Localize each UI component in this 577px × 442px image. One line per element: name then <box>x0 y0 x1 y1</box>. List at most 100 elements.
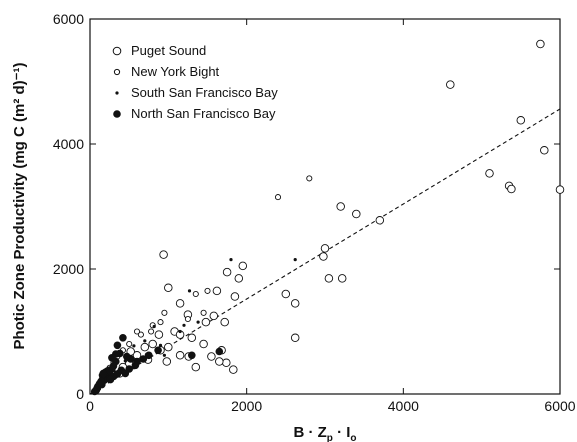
data-point-dot-small <box>182 323 186 327</box>
legend: Puget Sound New York Bight South San Fra… <box>112 43 278 121</box>
y-axis-label: Photic Zone Productivity (mg C (m² d)⁻¹) <box>11 62 28 349</box>
data-point-open-circle-small <box>306 175 313 182</box>
x-tick-label: 4000 <box>388 398 419 414</box>
data-point-open-circle-small <box>274 194 282 201</box>
plot-area: 0 2000 4000 6000 0 2000 4000 6000 <box>53 11 576 414</box>
data-point-dot-small <box>178 329 182 334</box>
data-point-open-circle-large <box>212 286 222 296</box>
x-axis-label-rest: · I <box>333 424 351 441</box>
data-point-filled-circle <box>106 375 115 384</box>
data-point-open-circle-large <box>375 216 385 225</box>
data-point-open-circle-large <box>290 299 300 308</box>
x-axis-title: B · Zp · Io <box>293 424 356 442</box>
data-point-filled-circle <box>131 361 140 370</box>
data-point-open-circle-large <box>199 339 208 349</box>
data-point-filled-circle <box>145 351 153 360</box>
data-point-filled-circle <box>98 380 106 389</box>
data-point-open-circle-small <box>126 340 133 348</box>
legend-marker-open-circle-small <box>113 68 121 76</box>
data-point-filled-circle <box>188 351 196 360</box>
data-point-open-circle-large <box>164 283 173 293</box>
data-point-open-circle-large <box>446 80 455 89</box>
y-axis-title: Photic Zone Productivity (mg C (m² d)⁻¹) <box>11 62 28 349</box>
legend-label: South San Francisco Bay <box>131 85 278 100</box>
data-point-open-circle-large <box>281 289 291 299</box>
data-point-open-circle-large <box>140 342 150 352</box>
data-point-open-circle-small <box>161 309 168 316</box>
data-point-filled-circle <box>119 334 127 342</box>
data-point-open-circle-large <box>352 209 361 219</box>
data-point-open-circle-large <box>516 116 526 125</box>
data-point-open-circle-large <box>238 261 248 271</box>
data-point-open-circle-large <box>290 333 300 343</box>
legend-item-south-san-francisco-bay: South San Francisco Bay <box>115 85 278 100</box>
data-point-open-circle-large <box>162 357 172 366</box>
data-point-open-circle-large <box>230 292 240 301</box>
legend-marker-dot-small <box>115 91 119 95</box>
data-point-open-circle-large <box>336 202 345 211</box>
data-point-open-circle-large <box>187 333 197 343</box>
data-point-filled-circle <box>139 355 148 363</box>
x-axis-label-main: B · Z <box>293 424 326 441</box>
legend-label: New York Bight <box>131 64 220 79</box>
data-point-open-circle-small <box>137 331 144 338</box>
data-point-open-circle-large <box>320 244 330 253</box>
data-point-open-circle-small <box>133 328 141 335</box>
data-point-open-circle-large <box>209 311 219 321</box>
data-point-dot-small <box>196 320 200 324</box>
data-point-open-circle-large <box>220 317 229 327</box>
data-point-open-circle-small <box>200 309 207 316</box>
data-point-open-circle-small <box>157 319 164 326</box>
data-point-open-circle-large <box>485 169 494 178</box>
data-point-open-circle-large <box>222 358 231 368</box>
data-point-open-circle-large <box>175 299 185 308</box>
series-north-san-francisco-bay <box>90 334 224 396</box>
axis-ticks: 0 2000 4000 6000 0 2000 4000 6000 <box>53 11 576 414</box>
data-point-open-circle-large <box>215 357 224 366</box>
data-point-open-circle-large <box>536 39 545 49</box>
data-point-open-circle-small <box>184 315 191 323</box>
y-tick-label: 2000 <box>53 261 84 277</box>
data-point-dot-small <box>132 344 136 348</box>
y-tick-label: 4000 <box>53 136 84 152</box>
legend-label: North San Francisco Bay <box>131 106 276 121</box>
data-point-open-circle-large <box>337 274 347 283</box>
data-point-open-circle-large <box>540 146 549 155</box>
data-point-open-circle-large <box>229 365 238 374</box>
data-point-open-circle-large <box>164 342 173 352</box>
data-point-filled-circle <box>215 347 224 356</box>
data-point-dot-small <box>229 258 233 262</box>
series-puget-sound <box>115 39 565 378</box>
data-point-open-circle-large <box>222 267 232 277</box>
data-point-filled-circle <box>90 387 99 396</box>
data-point-dot-small <box>152 324 156 329</box>
plot-frame <box>89 18 561 395</box>
data-point-open-circle-large <box>207 352 216 361</box>
x-tick-label: 6000 <box>544 398 575 414</box>
data-point-open-circle-small <box>192 290 199 298</box>
y-tick-label: 0 <box>76 386 84 402</box>
x-axis-label-sub: p <box>327 433 333 442</box>
x-tick-label: 2000 <box>231 398 262 414</box>
data-point-open-circle-large <box>159 250 168 259</box>
data-point-filled-circle <box>154 346 162 355</box>
data-point-filled-circle <box>108 354 116 362</box>
legend-marker-open-circle-large <box>112 46 122 56</box>
data-point-filled-circle <box>99 369 108 378</box>
data-point-filled-circle <box>125 365 133 373</box>
data-point-filled-circle <box>123 352 131 361</box>
legend-item-new-york-bight: New York Bight <box>113 64 220 79</box>
data-point-open-circle-large <box>154 330 164 339</box>
data-point-open-circle-large <box>555 185 565 194</box>
data-point-open-circle-large <box>175 351 185 360</box>
legend-item-north-san-francisco-bay: North San Francisco Bay <box>113 106 276 121</box>
data-point-open-circle-small <box>204 287 211 294</box>
x-axis-label: B · Zp · Io <box>293 424 356 442</box>
data-point-dot-small <box>293 258 297 262</box>
data-point-open-circle-large <box>148 339 157 349</box>
data-point-open-circle-large <box>201 317 211 327</box>
x-tick-label: 0 <box>86 398 94 414</box>
data-markers <box>90 39 565 396</box>
data-point-filled-circle <box>113 341 122 350</box>
